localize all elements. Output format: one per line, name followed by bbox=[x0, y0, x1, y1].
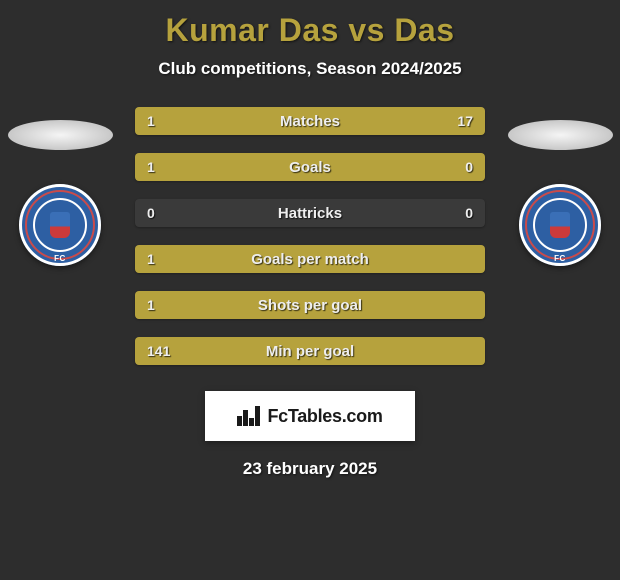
stat-fill-left bbox=[135, 337, 485, 365]
subtitle: Club competitions, Season 2024/2025 bbox=[0, 59, 620, 79]
stat-fill-right bbox=[155, 107, 485, 135]
page-title: Kumar Das vs Das bbox=[0, 12, 620, 49]
shield-icon bbox=[550, 212, 570, 238]
stat-row: 1Goals per match bbox=[135, 245, 485, 273]
stat-row: 1Shots per goal bbox=[135, 291, 485, 319]
player-right-club-text: FC bbox=[554, 254, 566, 263]
footer-date: 23 february 2025 bbox=[0, 459, 620, 479]
player-right-silhouette bbox=[508, 120, 613, 150]
stat-row: 10Goals bbox=[135, 153, 485, 181]
stat-row: 117Matches bbox=[135, 107, 485, 135]
stat-fill-left bbox=[135, 245, 485, 273]
shield-icon bbox=[50, 212, 70, 238]
bar-chart-icon bbox=[237, 406, 261, 426]
player-left-silhouette bbox=[8, 120, 113, 150]
player-right: FC bbox=[500, 120, 620, 266]
player-left-club-text: FC bbox=[54, 254, 66, 263]
stat-fill-left bbox=[135, 153, 485, 181]
player-left-club-badge: FC bbox=[19, 184, 101, 266]
branding-badge: FcTables.com bbox=[205, 391, 415, 441]
player-left: FC bbox=[0, 120, 120, 266]
stat-fill-left bbox=[135, 107, 155, 135]
stat-fill-left bbox=[135, 291, 485, 319]
stat-row: 00Hattricks bbox=[135, 199, 485, 227]
stat-row: 141Min per goal bbox=[135, 337, 485, 365]
player-right-club-badge: FC bbox=[519, 184, 601, 266]
branding-text: FcTables.com bbox=[267, 406, 382, 427]
comparison-card: Kumar Das vs Das Club competitions, Seas… bbox=[0, 0, 620, 580]
stats-list: 117Matches 10Goals 00Hattricks 1Goals per m… bbox=[135, 107, 485, 365]
